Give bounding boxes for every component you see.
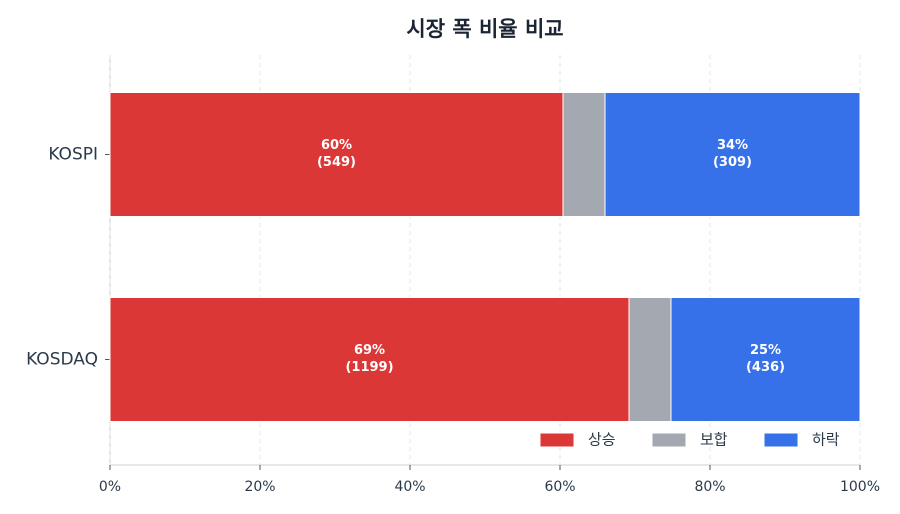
count-label: (1199) — [345, 360, 393, 375]
legend-swatch — [651, 432, 687, 448]
x-tick-label: 100% — [840, 479, 880, 495]
legend-swatch — [763, 432, 799, 448]
x-tick-label: 60% — [544, 479, 575, 495]
value-label: 34% — [717, 138, 748, 153]
legend-label: 상승 — [588, 431, 616, 449]
bar-segment — [109, 297, 630, 422]
legend-swatch — [539, 432, 575, 448]
value-label: 25% — [750, 343, 781, 358]
bar-segment — [562, 92, 606, 217]
count-label: (549) — [317, 155, 356, 170]
bar-segment — [604, 92, 861, 217]
chart-title: 시장 폭 비율 비교 — [406, 17, 563, 41]
y-tick-label: KOSDAQ — [26, 350, 98, 370]
x-tick-label: 20% — [244, 479, 275, 495]
legend-label: 하락 — [812, 431, 840, 449]
x-tick-label: 40% — [394, 479, 425, 495]
value-label: 69% — [354, 343, 385, 358]
value-label: 60% — [321, 138, 352, 153]
bar-segment — [628, 297, 672, 422]
legend-label: 보합 — [700, 431, 728, 449]
y-tick-label: KOSPI — [48, 145, 98, 165]
bar-segment — [670, 297, 861, 422]
x-tick-label: 80% — [694, 479, 725, 495]
x-tick-label: 0% — [99, 479, 121, 495]
count-label: (436) — [746, 360, 785, 375]
count-label: (309) — [713, 155, 752, 170]
